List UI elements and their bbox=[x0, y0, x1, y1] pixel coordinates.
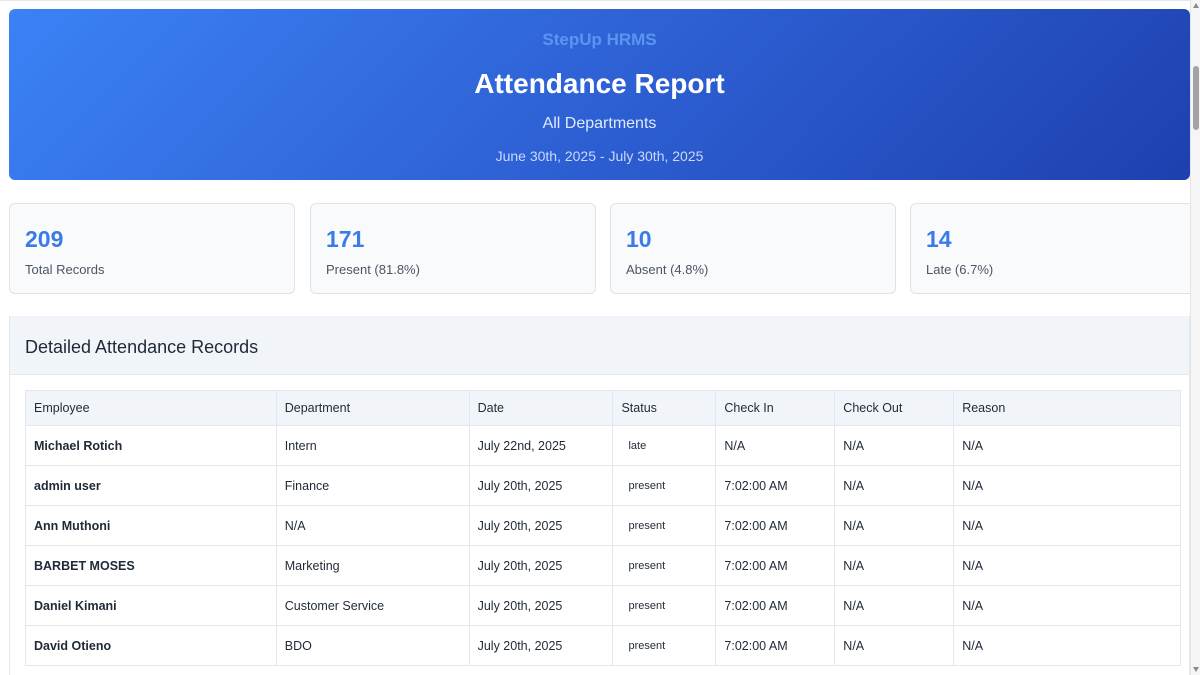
employee-name: Daniel Kimani bbox=[25, 585, 277, 626]
page-scrollbar[interactable] bbox=[1190, 0, 1200, 675]
check-out-cell: N/A bbox=[834, 505, 955, 546]
check-out-cell: N/A bbox=[834, 425, 955, 466]
report-header: StepUp HRMS Attendance Report All Depart… bbox=[9, 9, 1190, 180]
department-cell: Intern bbox=[275, 425, 470, 466]
date-cell: July 20th, 2025 bbox=[468, 465, 614, 506]
scrollbar-thumb[interactable] bbox=[1193, 66, 1199, 130]
report-page: StepUp HRMS Attendance Report All Depart… bbox=[9, 9, 1196, 675]
date-cell: July 20th, 2025 bbox=[468, 585, 614, 626]
reason-cell: N/A bbox=[953, 505, 1181, 546]
department-cell: BDO bbox=[275, 625, 470, 666]
check-out-cell: N/A bbox=[834, 585, 955, 626]
reason-cell: N/A bbox=[953, 465, 1181, 506]
check-in-cell: 7:02:00 AM bbox=[715, 625, 836, 666]
status-cell: present bbox=[612, 585, 717, 626]
status-cell: present bbox=[612, 625, 717, 666]
date-cell: July 20th, 2025 bbox=[468, 505, 614, 546]
table-row: Michael Rotich Intern July 22nd, 2025 la… bbox=[25, 425, 1181, 466]
status-badge: present bbox=[628, 559, 666, 572]
column-header-date[interactable]: Date bbox=[468, 390, 614, 426]
table-row: Ann Muthoni N/A July 20th, 2025 present … bbox=[25, 505, 1181, 546]
date-range: June 30th, 2025 - July 30th, 2025 bbox=[495, 148, 704, 164]
check-in-cell: 7:02:00 AM bbox=[715, 545, 836, 586]
employee-name: admin user bbox=[25, 465, 277, 506]
status-badge: present bbox=[628, 639, 666, 652]
status-badge: present bbox=[628, 599, 666, 612]
date-cell: July 20th, 2025 bbox=[468, 545, 614, 586]
attendance-records-section: Detailed Attendance Records Employee Dep… bbox=[9, 316, 1190, 675]
check-out-cell: N/A bbox=[834, 465, 955, 506]
status-cell: late bbox=[612, 425, 717, 466]
table-row: BARBET MOSES Marketing July 20th, 2025 p… bbox=[25, 545, 1181, 586]
stat-card-late: 14 Late (6.7%) bbox=[910, 203, 1196, 294]
column-header-check-out[interactable]: Check Out bbox=[834, 390, 955, 426]
reason-cell: N/A bbox=[953, 545, 1181, 586]
stat-card-absent: 10 Absent (4.8%) bbox=[610, 203, 896, 294]
stat-card-total: 209 Total Records bbox=[9, 203, 295, 294]
employee-name: BARBET MOSES bbox=[25, 545, 277, 586]
stat-value: 171 bbox=[326, 226, 365, 252]
reason-cell: N/A bbox=[953, 585, 1181, 626]
section-header: Detailed Attendance Records bbox=[10, 316, 1189, 375]
stat-card-present: 171 Present (81.8%) bbox=[310, 203, 596, 294]
column-header-reason[interactable]: Reason bbox=[953, 390, 1181, 426]
stat-label: Total Records bbox=[25, 262, 105, 277]
status-cell: present bbox=[612, 465, 717, 506]
summary-stats: 209 Total Records 171 Present (81.8%) 10… bbox=[9, 203, 1199, 294]
attendance-table: Employee Department Date Status Check In… bbox=[25, 390, 1181, 666]
check-in-cell: 7:02:00 AM bbox=[715, 505, 836, 546]
check-out-cell: N/A bbox=[834, 625, 955, 666]
table-row: Daniel Kimani Customer Service July 20th… bbox=[25, 585, 1181, 626]
scroll-down-arrow-icon[interactable] bbox=[1193, 667, 1199, 672]
status-badge: present bbox=[628, 519, 666, 532]
date-cell: July 22nd, 2025 bbox=[468, 425, 614, 466]
column-header-status[interactable]: Status bbox=[612, 390, 717, 426]
column-header-check-in[interactable]: Check In bbox=[715, 390, 836, 426]
top-border bbox=[0, 0, 1190, 1]
department-subtitle: All Departments bbox=[542, 115, 657, 132]
status-cell: present bbox=[612, 505, 717, 546]
status-cell: present bbox=[612, 545, 717, 586]
scroll-up-arrow-icon[interactable] bbox=[1193, 3, 1199, 8]
reason-cell: N/A bbox=[953, 625, 1181, 666]
status-badge: late bbox=[628, 439, 647, 452]
table-row: admin user Finance July 20th, 2025 prese… bbox=[25, 465, 1181, 506]
employee-name: Ann Muthoni bbox=[25, 505, 277, 546]
department-cell: N/A bbox=[275, 505, 470, 546]
employee-name: Michael Rotich bbox=[25, 425, 277, 466]
status-badge: present bbox=[628, 479, 666, 492]
table-row: David Otieno BDO July 20th, 2025 present… bbox=[25, 625, 1181, 666]
stat-value: 209 bbox=[25, 226, 64, 252]
page-title: Attendance Report bbox=[474, 68, 725, 99]
check-in-cell: 7:02:00 AM bbox=[715, 465, 836, 506]
department-cell: Marketing bbox=[275, 545, 470, 586]
column-header-employee[interactable]: Employee bbox=[25, 390, 277, 426]
stat-label: Absent (4.8%) bbox=[626, 262, 709, 277]
stat-value: 14 bbox=[926, 226, 952, 252]
brand-name: StepUp HRMS bbox=[542, 30, 657, 49]
column-header-department[interactable]: Department bbox=[275, 390, 470, 426]
section-title: Detailed Attendance Records bbox=[25, 337, 259, 357]
reason-cell: N/A bbox=[953, 425, 1181, 466]
department-cell: Customer Service bbox=[275, 585, 470, 626]
stat-label: Present (81.8%) bbox=[326, 262, 420, 277]
check-out-cell: N/A bbox=[834, 545, 955, 586]
employee-name: David Otieno bbox=[25, 625, 277, 666]
date-cell: July 20th, 2025 bbox=[468, 625, 614, 666]
check-in-cell: 7:02:00 AM bbox=[715, 585, 836, 626]
table-header-row: Employee Department Date Status Check In… bbox=[25, 390, 1181, 426]
stat-value: 10 bbox=[626, 226, 652, 252]
check-in-cell: N/A bbox=[715, 425, 836, 466]
stat-label: Late (6.7%) bbox=[926, 262, 994, 277]
department-cell: Finance bbox=[275, 465, 470, 506]
